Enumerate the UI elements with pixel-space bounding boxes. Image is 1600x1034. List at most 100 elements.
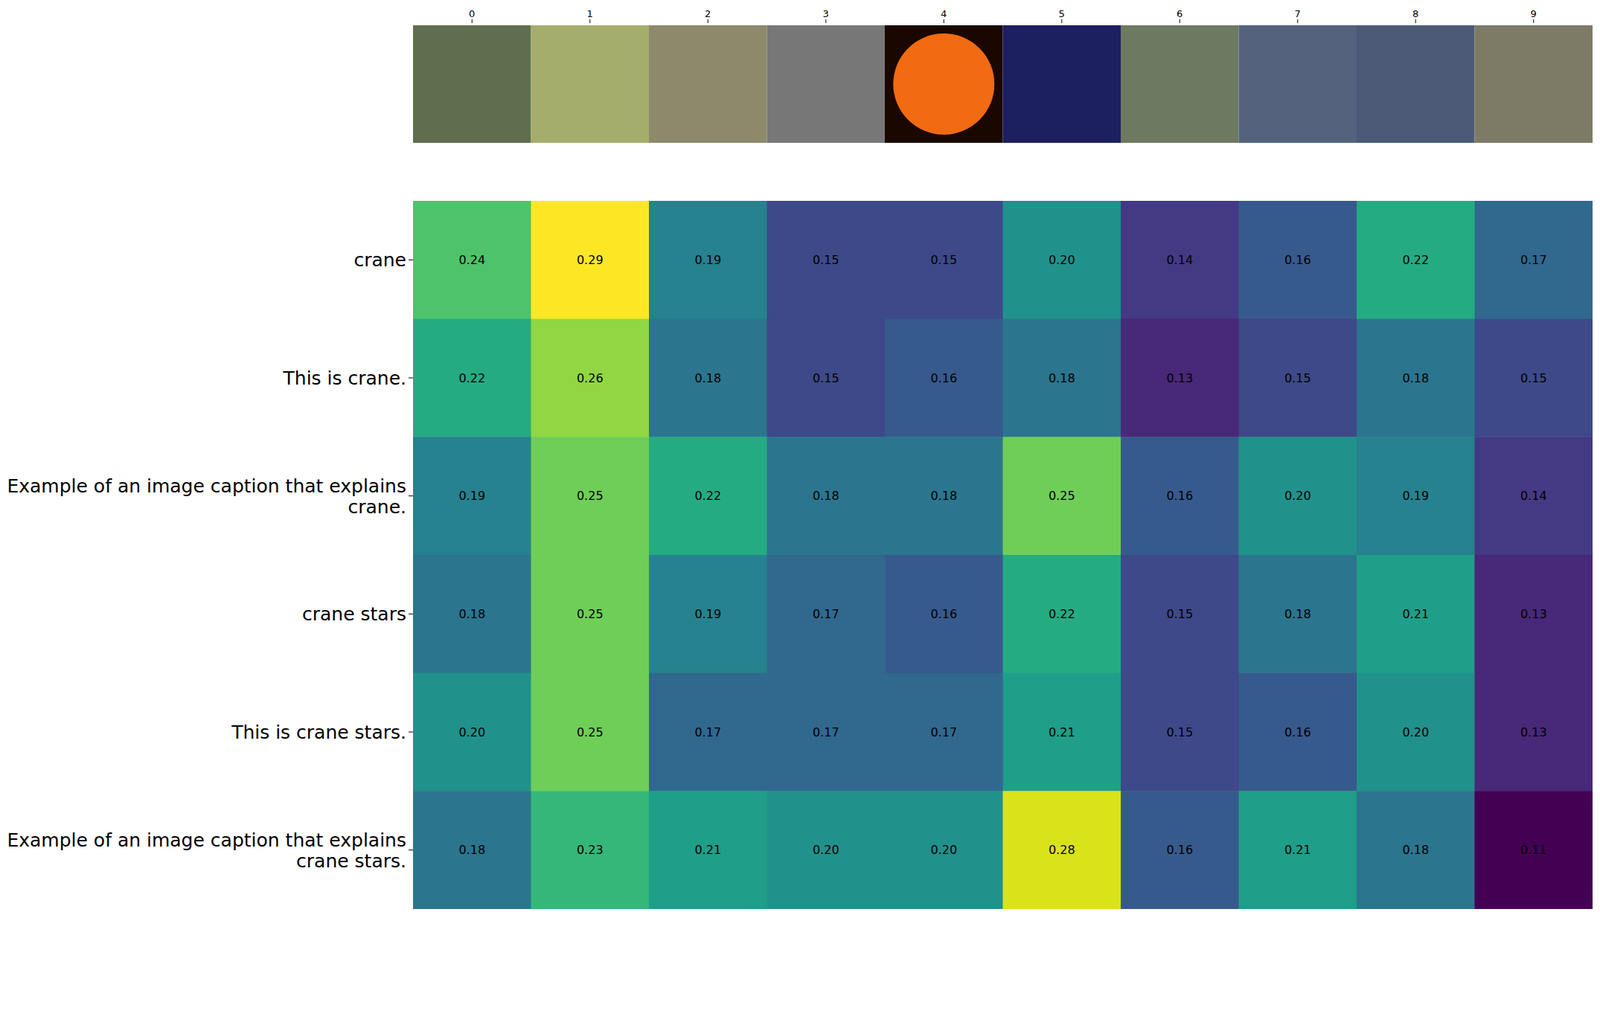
data-label: 0.16: [930, 607, 958, 622]
data-label: 0.17: [1520, 253, 1548, 268]
data-label: 0.19: [1402, 488, 1429, 504]
tick: 7: [1294, 8, 1301, 24]
image-placeholder: [884, 25, 1004, 143]
data-label: 0.18: [694, 371, 722, 386]
tick-label: 6: [1176, 8, 1183, 20]
data-label: 0.26: [576, 371, 604, 386]
cell: [767, 555, 886, 674]
tick-mark: [589, 19, 591, 24]
tick: Example of an image caption that explain…: [6, 829, 414, 873]
data-label: 0.20: [930, 843, 958, 858]
cell: [884, 436, 1004, 556]
data-label: 0.15: [1284, 371, 1312, 386]
cell: [1120, 555, 1240, 674]
cell: [531, 200, 650, 320]
cell: [1003, 200, 1122, 320]
tick: 4: [940, 8, 947, 24]
cell: [1356, 673, 1475, 792]
data-label: 0.16: [1284, 725, 1312, 740]
data-label: 0.17: [812, 607, 840, 622]
cell: [1239, 436, 1358, 556]
cell: [884, 200, 1004, 320]
cell: [884, 673, 1004, 792]
image-placeholder: [1120, 25, 1240, 143]
data-label: 0.22: [458, 371, 486, 386]
data-label: 0.25: [576, 725, 604, 740]
data-label: 0.23: [576, 843, 604, 858]
cell: [648, 200, 768, 320]
tick: 2: [704, 8, 711, 24]
tick-mark: [408, 259, 414, 261]
data-label: 0.20: [1402, 725, 1429, 740]
data-label: 0.20: [812, 843, 840, 858]
image-placeholder: [1239, 25, 1358, 143]
tick: crane: [353, 249, 414, 271]
cell: [1003, 319, 1122, 438]
tick: 3: [823, 8, 830, 24]
tick-mark: [707, 19, 709, 24]
tick-mark: [1297, 19, 1298, 24]
cell: [1239, 200, 1358, 320]
image-detail: [893, 33, 995, 135]
image-placeholder: [1474, 25, 1594, 143]
cell: [1474, 200, 1594, 320]
data-label: 0.19: [694, 253, 722, 268]
cell: [1356, 436, 1475, 556]
data-label: 0.22: [694, 488, 722, 504]
tick-label: This is crane.: [282, 367, 407, 390]
cell: [413, 200, 532, 320]
data-label: 0.25: [1048, 488, 1076, 504]
cell: [1239, 791, 1358, 910]
cell: [1474, 436, 1594, 556]
data-label: 0.15: [1520, 371, 1548, 386]
cell: [1003, 791, 1122, 910]
tick-label: 8: [1412, 8, 1419, 20]
data-label: 0.20: [1284, 488, 1312, 504]
data-label: 0.13: [1520, 607, 1548, 622]
cell: [531, 319, 650, 438]
data-label: 0.15: [1166, 607, 1193, 622]
cell: [413, 319, 532, 438]
cell: [1239, 319, 1358, 438]
cell: [767, 319, 886, 438]
tick: 9: [1530, 8, 1537, 24]
data-label: 0.15: [812, 253, 840, 268]
data-label: 0.22: [1048, 607, 1076, 622]
cell: [531, 555, 650, 674]
image-placeholder: [531, 25, 650, 143]
tick-mark: [1415, 19, 1417, 24]
cell: [884, 791, 1004, 910]
cell: [1239, 673, 1358, 792]
cell: [1474, 555, 1594, 674]
axis-line: [413, 19, 1594, 24]
tick-label: 9: [1530, 8, 1537, 20]
cell: [1356, 791, 1475, 910]
tick-mark: [1179, 19, 1181, 24]
tick-label: 4: [940, 8, 947, 20]
cell: [1356, 200, 1475, 320]
tick: 0: [468, 8, 475, 24]
data-label: 0.15: [1166, 725, 1193, 740]
tick-label: 0: [468, 8, 475, 20]
tick-label: crane: [353, 249, 407, 271]
data-label: 0.19: [694, 607, 722, 622]
cell: [884, 555, 1004, 674]
tick-label: crane stars: [302, 603, 407, 626]
tick-label: 5: [1058, 8, 1065, 20]
tick-mark: [1533, 19, 1534, 24]
cell: [767, 791, 886, 910]
image-placeholder: [413, 25, 532, 143]
data-label: 0.14: [1520, 488, 1548, 504]
data-label: 0.18: [930, 488, 958, 504]
cell: [1003, 436, 1122, 556]
cell: [767, 436, 886, 556]
tick-mark: [1061, 19, 1062, 24]
image-placeholder: [767, 25, 886, 143]
tick-label: 1: [587, 8, 594, 20]
data-label: 0.18: [1284, 607, 1312, 622]
cell: [413, 673, 532, 792]
tick-label: 2: [704, 8, 711, 20]
data-label: 0.21: [1284, 843, 1312, 858]
tick-label: Example of an image caption that explain…: [6, 829, 407, 873]
cell: [767, 673, 886, 792]
